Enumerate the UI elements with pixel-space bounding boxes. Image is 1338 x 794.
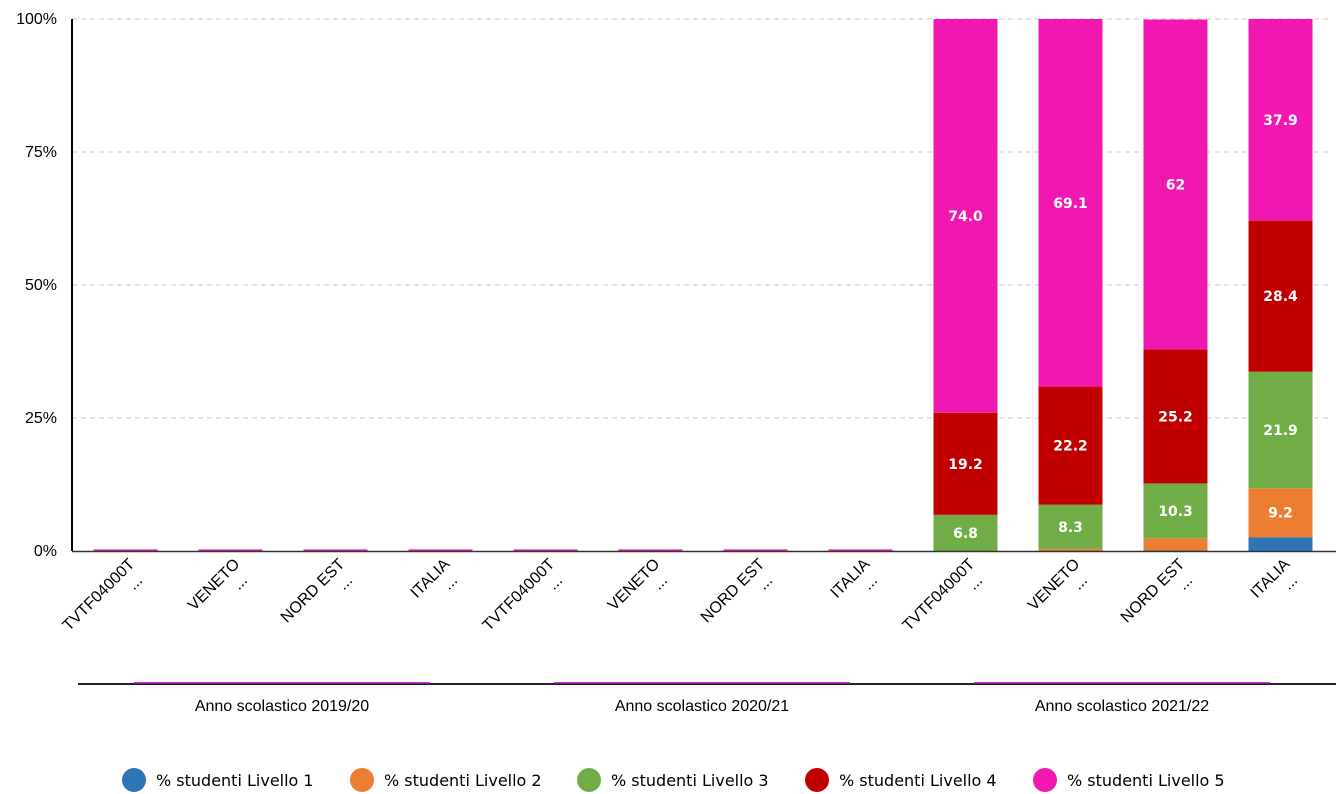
bar-segment bbox=[933, 412, 998, 515]
y-tick-label: 75% bbox=[25, 144, 57, 161]
legend-label: % studenti Livello 1 bbox=[156, 771, 314, 790]
bar-segment bbox=[303, 549, 368, 551]
legend-swatch bbox=[577, 768, 601, 792]
bar-segment bbox=[933, 19, 998, 413]
bar-segment bbox=[1143, 483, 1208, 539]
x-tick-label: VENETO... bbox=[1025, 556, 1095, 626]
bar-segment bbox=[1248, 371, 1313, 489]
bar-segment bbox=[933, 514, 998, 551]
x-tick-label: ITALIA... bbox=[1248, 556, 1306, 614]
data-label: 6.8 bbox=[953, 526, 978, 542]
x-tick-label: VENETO... bbox=[605, 556, 675, 626]
y-tick-label: 100% bbox=[16, 11, 57, 28]
legend-swatch bbox=[805, 768, 829, 792]
legend-label: % studenti Livello 2 bbox=[384, 771, 542, 790]
bar-segment bbox=[1143, 550, 1208, 551]
data-label: 25.2 bbox=[1158, 409, 1193, 425]
data-label: 9.2 bbox=[1268, 506, 1293, 522]
bar-segment bbox=[513, 549, 578, 551]
bar-segment bbox=[1038, 386, 1103, 505]
group-label: Anno scolastico 2020/21 bbox=[615, 698, 789, 715]
data-label: 28.4 bbox=[1263, 289, 1298, 305]
data-label: 74.0 bbox=[948, 209, 983, 225]
bar-segment bbox=[1038, 548, 1103, 551]
legend-swatch bbox=[350, 768, 374, 792]
x-tick-label: VENETO... bbox=[185, 556, 255, 626]
bar-segment bbox=[1248, 220, 1313, 372]
legend-swatch bbox=[122, 768, 146, 792]
bar-segment bbox=[828, 549, 893, 551]
bar-segment bbox=[723, 549, 788, 551]
data-label: 10.3 bbox=[1158, 504, 1193, 520]
bar-segment bbox=[1038, 504, 1103, 549]
bar-segment bbox=[408, 549, 473, 551]
legend-label: % studenti Livello 3 bbox=[611, 771, 769, 790]
bar-segment bbox=[1143, 19, 1208, 350]
legend-label: % studenti Livello 5 bbox=[1067, 771, 1225, 790]
legend-swatch bbox=[1033, 768, 1057, 792]
group-label: Anno scolastico 2021/22 bbox=[1035, 698, 1209, 715]
bar-segment bbox=[198, 549, 263, 551]
group-label: Anno scolastico 2019/20 bbox=[195, 698, 369, 715]
legend-label: % studenti Livello 4 bbox=[839, 771, 997, 790]
data-label: 62 bbox=[1166, 177, 1185, 193]
x-tick-label: TVTF04000T... bbox=[480, 556, 571, 647]
data-label: 19.2 bbox=[948, 457, 983, 473]
x-tick-label: NORD EST... bbox=[1118, 556, 1201, 639]
bar-segment bbox=[93, 549, 158, 551]
data-label: 37.9 bbox=[1263, 113, 1298, 129]
x-tick-label: NORD EST... bbox=[698, 556, 781, 639]
data-label: 69.1 bbox=[1053, 196, 1088, 212]
y-tick-label: 0% bbox=[34, 543, 57, 560]
bar-segment bbox=[1248, 488, 1313, 538]
x-tick-label: TVTF04000T... bbox=[900, 556, 991, 647]
y-tick-label: 50% bbox=[25, 277, 57, 294]
data-label: 22.2 bbox=[1053, 439, 1088, 455]
y-tick-label: 25% bbox=[25, 410, 57, 427]
data-label: 8.3 bbox=[1058, 520, 1083, 536]
bar-segment bbox=[1038, 19, 1103, 387]
bar-segment bbox=[1248, 19, 1313, 221]
bar-segment bbox=[1143, 538, 1208, 551]
x-tick-label: ITALIA... bbox=[828, 556, 886, 614]
bar-segment bbox=[1248, 537, 1313, 551]
bar-segment bbox=[1143, 349, 1208, 484]
x-tick-label: NORD EST... bbox=[278, 556, 361, 639]
data-label: 21.9 bbox=[1263, 423, 1298, 439]
x-tick-label: TVTF04000T... bbox=[60, 556, 151, 647]
bar-segment bbox=[618, 549, 683, 551]
x-tick-label: ITALIA... bbox=[408, 556, 466, 614]
